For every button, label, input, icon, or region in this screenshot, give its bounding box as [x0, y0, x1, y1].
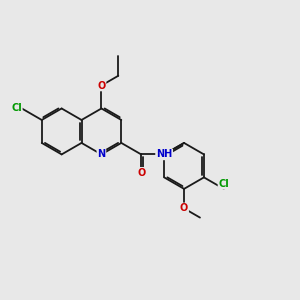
Text: NH: NH — [156, 149, 172, 159]
Text: Cl: Cl — [11, 103, 22, 113]
Text: N: N — [98, 149, 106, 159]
Text: O: O — [180, 203, 188, 213]
Text: O: O — [97, 80, 106, 91]
Text: O: O — [137, 168, 145, 178]
Text: Cl: Cl — [218, 179, 229, 189]
